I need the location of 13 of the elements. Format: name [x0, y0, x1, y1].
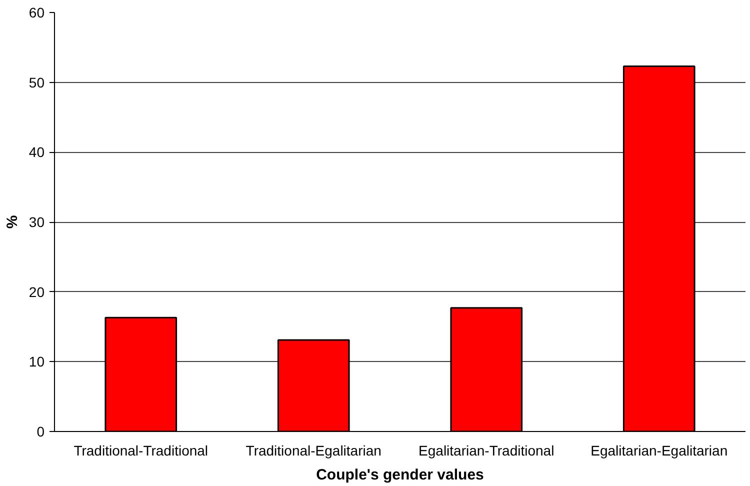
x-axis-title: Couple's gender values [316, 466, 484, 484]
x-tick-label: Egalitarian-Egalitarian [590, 442, 728, 458]
y-tick-label: 0 [36, 424, 45, 440]
x-tick-label: Traditional-Egalitarian [246, 442, 382, 458]
y-tick-label: 20 [28, 284, 45, 300]
y-axis-title: % [4, 215, 21, 229]
y-tick-label: 50 [28, 74, 45, 90]
x-tick-label: Egalitarian-Traditional [418, 442, 554, 458]
x-tick-label: Traditional-Traditional [74, 442, 208, 458]
y-tick-label: 30 [28, 214, 45, 230]
y-tick-label: 40 [28, 144, 45, 160]
y-tick-label: 10 [28, 354, 45, 370]
y-tick-label: 60 [28, 4, 45, 20]
